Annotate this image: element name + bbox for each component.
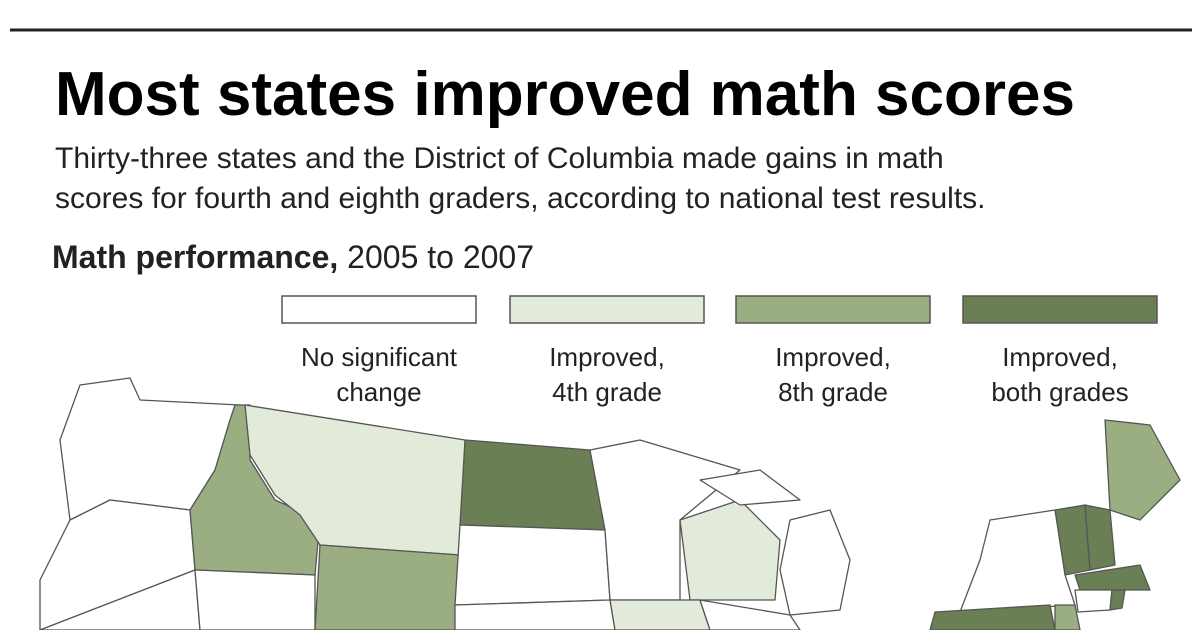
state [459, 439, 606, 531]
state [1074, 589, 1113, 613]
subtitle-rest: 2005 to 2007 [347, 239, 534, 275]
state [779, 509, 851, 616]
state [699, 599, 801, 630]
state [679, 499, 781, 601]
state [1109, 589, 1126, 611]
state [609, 599, 711, 630]
state [454, 524, 611, 606]
state [1084, 504, 1116, 571]
description-line: Thirty-three states and the District of … [55, 142, 944, 175]
state [1104, 419, 1181, 521]
legend-label: change [336, 377, 421, 407]
subtitle-bold: Math performance, [52, 239, 338, 275]
state [699, 469, 801, 506]
state [959, 509, 1076, 613]
state [314, 544, 461, 630]
legend-swatch [962, 295, 1158, 324]
state [929, 604, 1056, 630]
state [454, 599, 616, 630]
legend-label: Improved, [549, 342, 665, 372]
legend-swatch [509, 295, 705, 324]
map [39, 377, 1181, 630]
legend-label: both grades [991, 377, 1128, 407]
legend-label: Improved, [1002, 342, 1118, 372]
state [1054, 604, 1081, 630]
legend-swatch [281, 295, 477, 324]
legend-label: Improved, [775, 342, 891, 372]
legend-label: 8th grade [778, 377, 888, 407]
legend: No significant change Improved, 4th grade Im… [281, 295, 1158, 407]
description-line: scores for fourth and eighth graders, ac… [55, 182, 986, 215]
legend-label: No significant [301, 342, 458, 372]
state [194, 569, 316, 630]
title: Most states improved math scores [55, 60, 1075, 129]
legend-swatch [735, 295, 931, 324]
subtitle: Math performance, 2005 to 2007 [52, 239, 534, 275]
legend-label: 4th grade [552, 377, 662, 407]
state [1074, 564, 1151, 591]
